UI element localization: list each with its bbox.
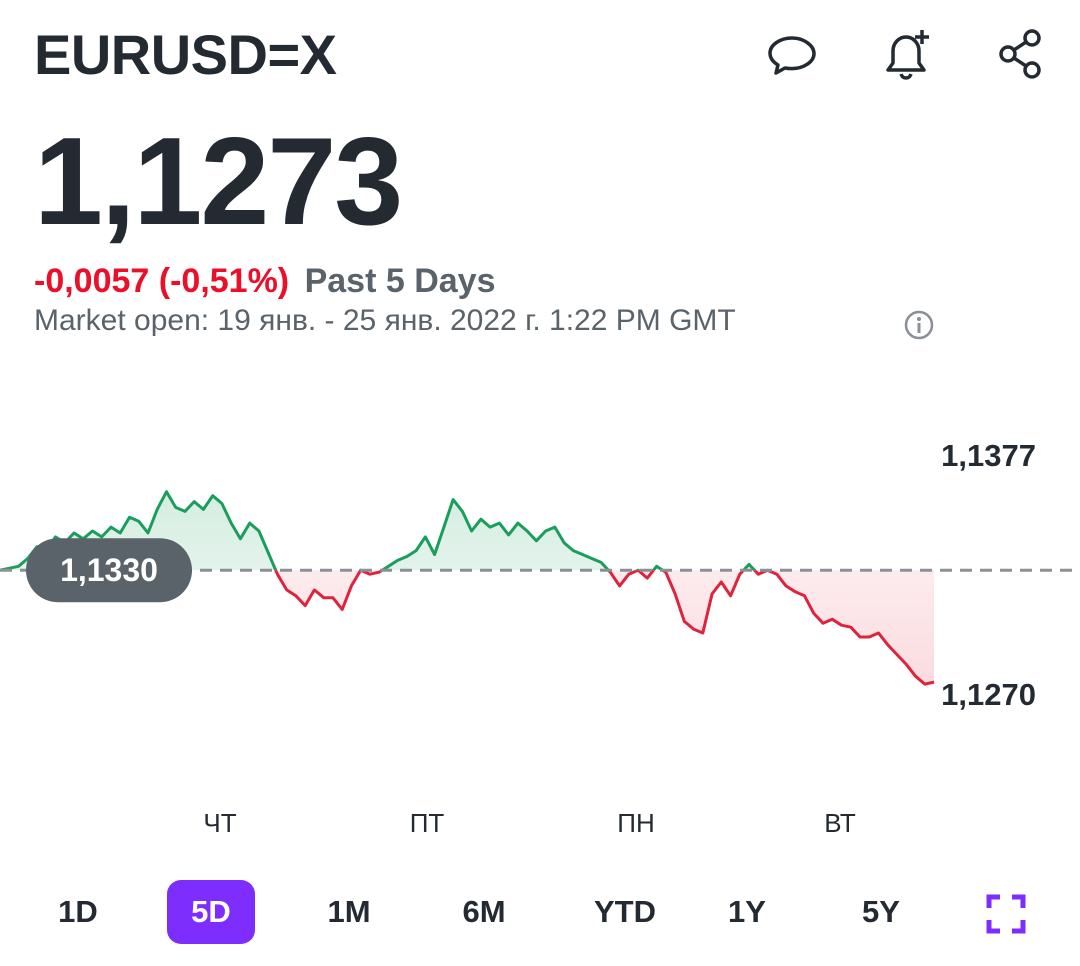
fullscreen-icon[interactable] [986, 894, 1026, 934]
comment-icon[interactable] [762, 24, 822, 84]
change-period: Past 5 Days [304, 262, 496, 300]
price-change: -0,0057 (-0,51%) [34, 262, 290, 300]
current-price: 1,1273 [34, 113, 403, 251]
chart-line-down [0, 570, 935, 686]
range-1y-button[interactable]: 1Y [728, 894, 766, 929]
baseline-label: 1,1330 [60, 552, 158, 588]
x-tick-label: ПТ [409, 808, 445, 838]
market-status: Market open: 19 янв. - 25 янв. 2022 г. 1… [34, 304, 736, 337]
low-label: 1,1270 [941, 677, 1036, 712]
x-tick-label: ВТ [824, 808, 856, 838]
high-label: 1,1377 [941, 438, 1036, 473]
range-ytd-button[interactable]: YTD [594, 894, 656, 929]
ticker-symbol: EURUSD=X [34, 23, 337, 86]
x-tick-label: ЧТ [203, 808, 237, 838]
bell-plus-icon[interactable] [876, 24, 936, 84]
baseline-badge [26, 538, 192, 603]
range-1m-button[interactable]: 1M [327, 894, 371, 929]
price-change-row: -0,0057 (-0,51%) Past 5 Days [34, 262, 496, 301]
range-selector: 1D 5D 1M 6M YTD 1Y 5Y [0, 880, 1080, 950]
range-5y-button[interactable]: 5Y [862, 894, 900, 929]
info-icon[interactable] [902, 308, 936, 342]
chart-area-up [0, 491, 768, 571]
range-1d-button[interactable]: 1D [58, 894, 98, 929]
x-tick-label: ПН [617, 808, 655, 838]
chart-area-down [0, 570, 934, 685]
range-5d-button[interactable]: 5D [167, 880, 255, 944]
range-6m-button[interactable]: 6M [462, 894, 506, 929]
chart-line-up [0, 490, 772, 571]
share-icon[interactable] [990, 24, 1050, 84]
price-chart[interactable]: 1,1330 1,1377 1,1270 [0, 420, 1080, 840]
